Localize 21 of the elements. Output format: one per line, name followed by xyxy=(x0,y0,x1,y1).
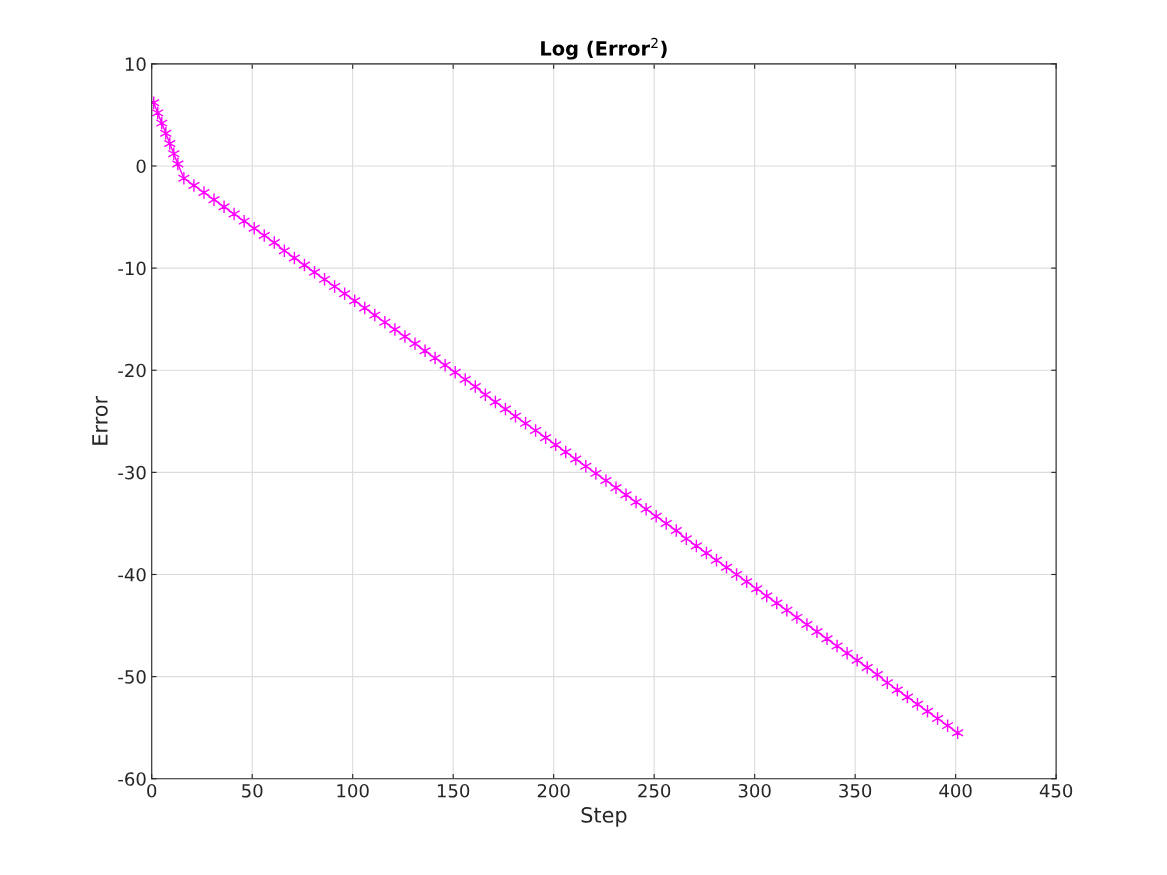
x-axis-title: Step xyxy=(581,807,627,827)
y-tick-label: 10 xyxy=(125,57,146,71)
x-tick-label: 0 xyxy=(147,783,157,798)
chart-title: Log (Error$^{2}$) xyxy=(541,37,667,60)
y-tick-label: -50 xyxy=(118,670,146,684)
y-axis-title: Error xyxy=(92,395,108,445)
x-tick-label: 200 xyxy=(537,783,570,798)
y-tick-label: -10 xyxy=(118,261,146,276)
x-tick-label: 250 xyxy=(638,783,671,798)
y-tick-label: -20 xyxy=(118,363,146,378)
y-tick-label: -30 xyxy=(118,465,146,480)
x-tick-label: 400 xyxy=(939,783,972,798)
y-tick-label: -40 xyxy=(118,567,146,582)
x-tick-label: 350 xyxy=(839,783,872,798)
y-tick-label: 0 xyxy=(136,159,146,174)
x-tick-label: 50 xyxy=(242,783,263,798)
x-tick-label: 300 xyxy=(738,783,771,798)
x-tick-label: 450 xyxy=(1039,783,1073,798)
y-tick-label: -60 xyxy=(118,772,146,786)
x-tick-label: 150 xyxy=(437,783,470,798)
x-tick-label: 100 xyxy=(337,783,369,798)
